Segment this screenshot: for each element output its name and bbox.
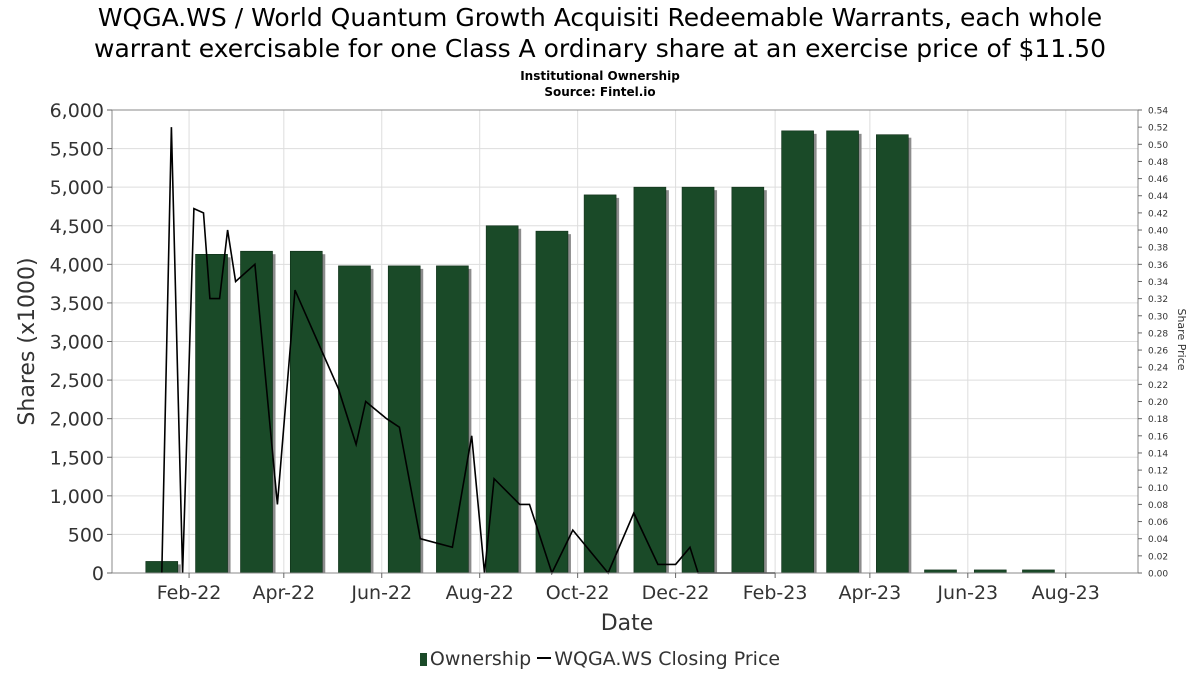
y2-tick-label: 0.20 xyxy=(1148,398,1168,408)
chart-title: WQGA.WS / World Quantum Growth Acquisiti… xyxy=(0,2,1200,64)
ownership-bar xyxy=(876,134,909,574)
y2-tick-label: 0.32 xyxy=(1148,295,1168,305)
y-tick-label: 2,000 xyxy=(50,409,104,431)
y2-tick-label: 0.08 xyxy=(1148,501,1168,511)
y2-tick-label: 0.18 xyxy=(1148,415,1168,425)
y2-tick-label: 0.02 xyxy=(1148,552,1168,562)
y-tick-label: 4,500 xyxy=(50,216,104,238)
x-tick-label: Jun-23 xyxy=(936,582,998,604)
y-tick-label: 6,000 xyxy=(50,100,104,122)
x-axis-title: Date xyxy=(601,611,654,636)
x-tick-label: Feb-22 xyxy=(157,582,222,604)
y2-tick-label: 0.50 xyxy=(1148,141,1168,151)
ownership-bar xyxy=(240,250,273,574)
y2-tick-label: 0.44 xyxy=(1148,192,1168,202)
y2-tick-label: 0.52 xyxy=(1148,124,1168,134)
y2-tick-label: 0.36 xyxy=(1148,261,1168,271)
y2-tick-label: 0.26 xyxy=(1148,347,1168,357)
y2-tick-label: 0.16 xyxy=(1148,432,1168,442)
y2-tick-label: 0.14 xyxy=(1148,449,1168,459)
ownership-bar xyxy=(583,194,617,574)
ownership-bar xyxy=(535,230,569,574)
y2-tick-label: 0.46 xyxy=(1148,175,1168,185)
y2-axis-title: Share Price xyxy=(1175,308,1188,370)
ownership-bar xyxy=(731,186,765,574)
subtitle-line-1: Institutional Ownership xyxy=(520,69,680,83)
chart-title-line-2: warrant exercisable for one Class A ordi… xyxy=(94,34,1106,63)
y2-tick-label: 0.30 xyxy=(1148,312,1168,322)
price-legend-label: WQGA.WS Closing Price xyxy=(554,648,781,670)
y-tick-label: 1,000 xyxy=(50,486,104,508)
ownership-bar xyxy=(436,265,469,574)
x-tick-label: Feb-23 xyxy=(743,582,808,604)
y2-tick-label: 0.28 xyxy=(1148,329,1168,339)
y-tick-label: 3,500 xyxy=(50,293,104,315)
x-tick-label: Apr-23 xyxy=(839,582,902,604)
ownership-bar xyxy=(826,130,859,574)
y-tick-label: 5,000 xyxy=(50,177,104,199)
price-line xyxy=(161,127,776,576)
ownership-bar xyxy=(338,265,371,574)
y-tick-label: 4,000 xyxy=(50,254,104,276)
ownership-bar xyxy=(781,130,814,574)
y-tick-label: 3,000 xyxy=(50,332,104,354)
ownership-bar xyxy=(633,186,667,574)
ownership-bar xyxy=(485,225,519,574)
y2-tick-label: 0.06 xyxy=(1148,518,1168,528)
y2-tick-label: 0.38 xyxy=(1148,244,1168,254)
y2-tick-label: 0.10 xyxy=(1148,484,1168,494)
ownership-bar xyxy=(681,186,715,574)
y-tick-label: 2,500 xyxy=(50,370,104,392)
y2-tick-label: 0.48 xyxy=(1148,158,1168,168)
y2-tick-label: 0.54 xyxy=(1148,107,1168,117)
y2-tick-label: 0.34 xyxy=(1148,278,1168,288)
y2-tick-label: 0.04 xyxy=(1148,535,1168,545)
subtitle-line-2: Source: Fintel.io xyxy=(544,85,656,99)
y-tick-label: 500 xyxy=(68,524,104,546)
y2-tick-label: 0.42 xyxy=(1148,209,1168,219)
y2-tick-label: 0.00 xyxy=(1148,570,1168,580)
price-legend-swatch xyxy=(537,657,552,659)
chart-subtitle: Institutional Ownership Source: Fintel.i… xyxy=(0,68,1200,100)
y-tick-label: 0 xyxy=(92,563,104,585)
ownership-bar xyxy=(387,265,421,574)
y2-tick-label: 0.22 xyxy=(1148,381,1168,391)
y2-tick-label: 0.40 xyxy=(1148,227,1168,237)
chart-legend: Ownership WQGA.WS Closing Price xyxy=(0,648,1200,670)
y-axis-title: Shares (x1000) xyxy=(15,257,40,425)
ownership-legend-swatch xyxy=(419,653,427,666)
ownership-bar xyxy=(289,250,323,574)
y-tick-label: 5,500 xyxy=(50,139,104,161)
ownership-bar xyxy=(195,254,228,574)
x-tick-label: Aug-22 xyxy=(446,582,514,604)
x-tick-label: Jun-22 xyxy=(350,582,412,604)
y-tick-label: 1,500 xyxy=(50,447,104,469)
ownership-legend-label: Ownership xyxy=(429,648,532,670)
y2-tick-label: 0.24 xyxy=(1148,364,1168,374)
y2-tick-label: 0.12 xyxy=(1148,467,1168,477)
x-tick-label: Aug-23 xyxy=(1032,582,1100,604)
chart-title-line-1: WQGA.WS / World Quantum Growth Acquisiti… xyxy=(97,3,1103,32)
x-tick-label: Oct-22 xyxy=(546,582,610,604)
x-tick-label: Dec-22 xyxy=(642,582,710,604)
x-tick-label: Apr-22 xyxy=(252,582,315,604)
